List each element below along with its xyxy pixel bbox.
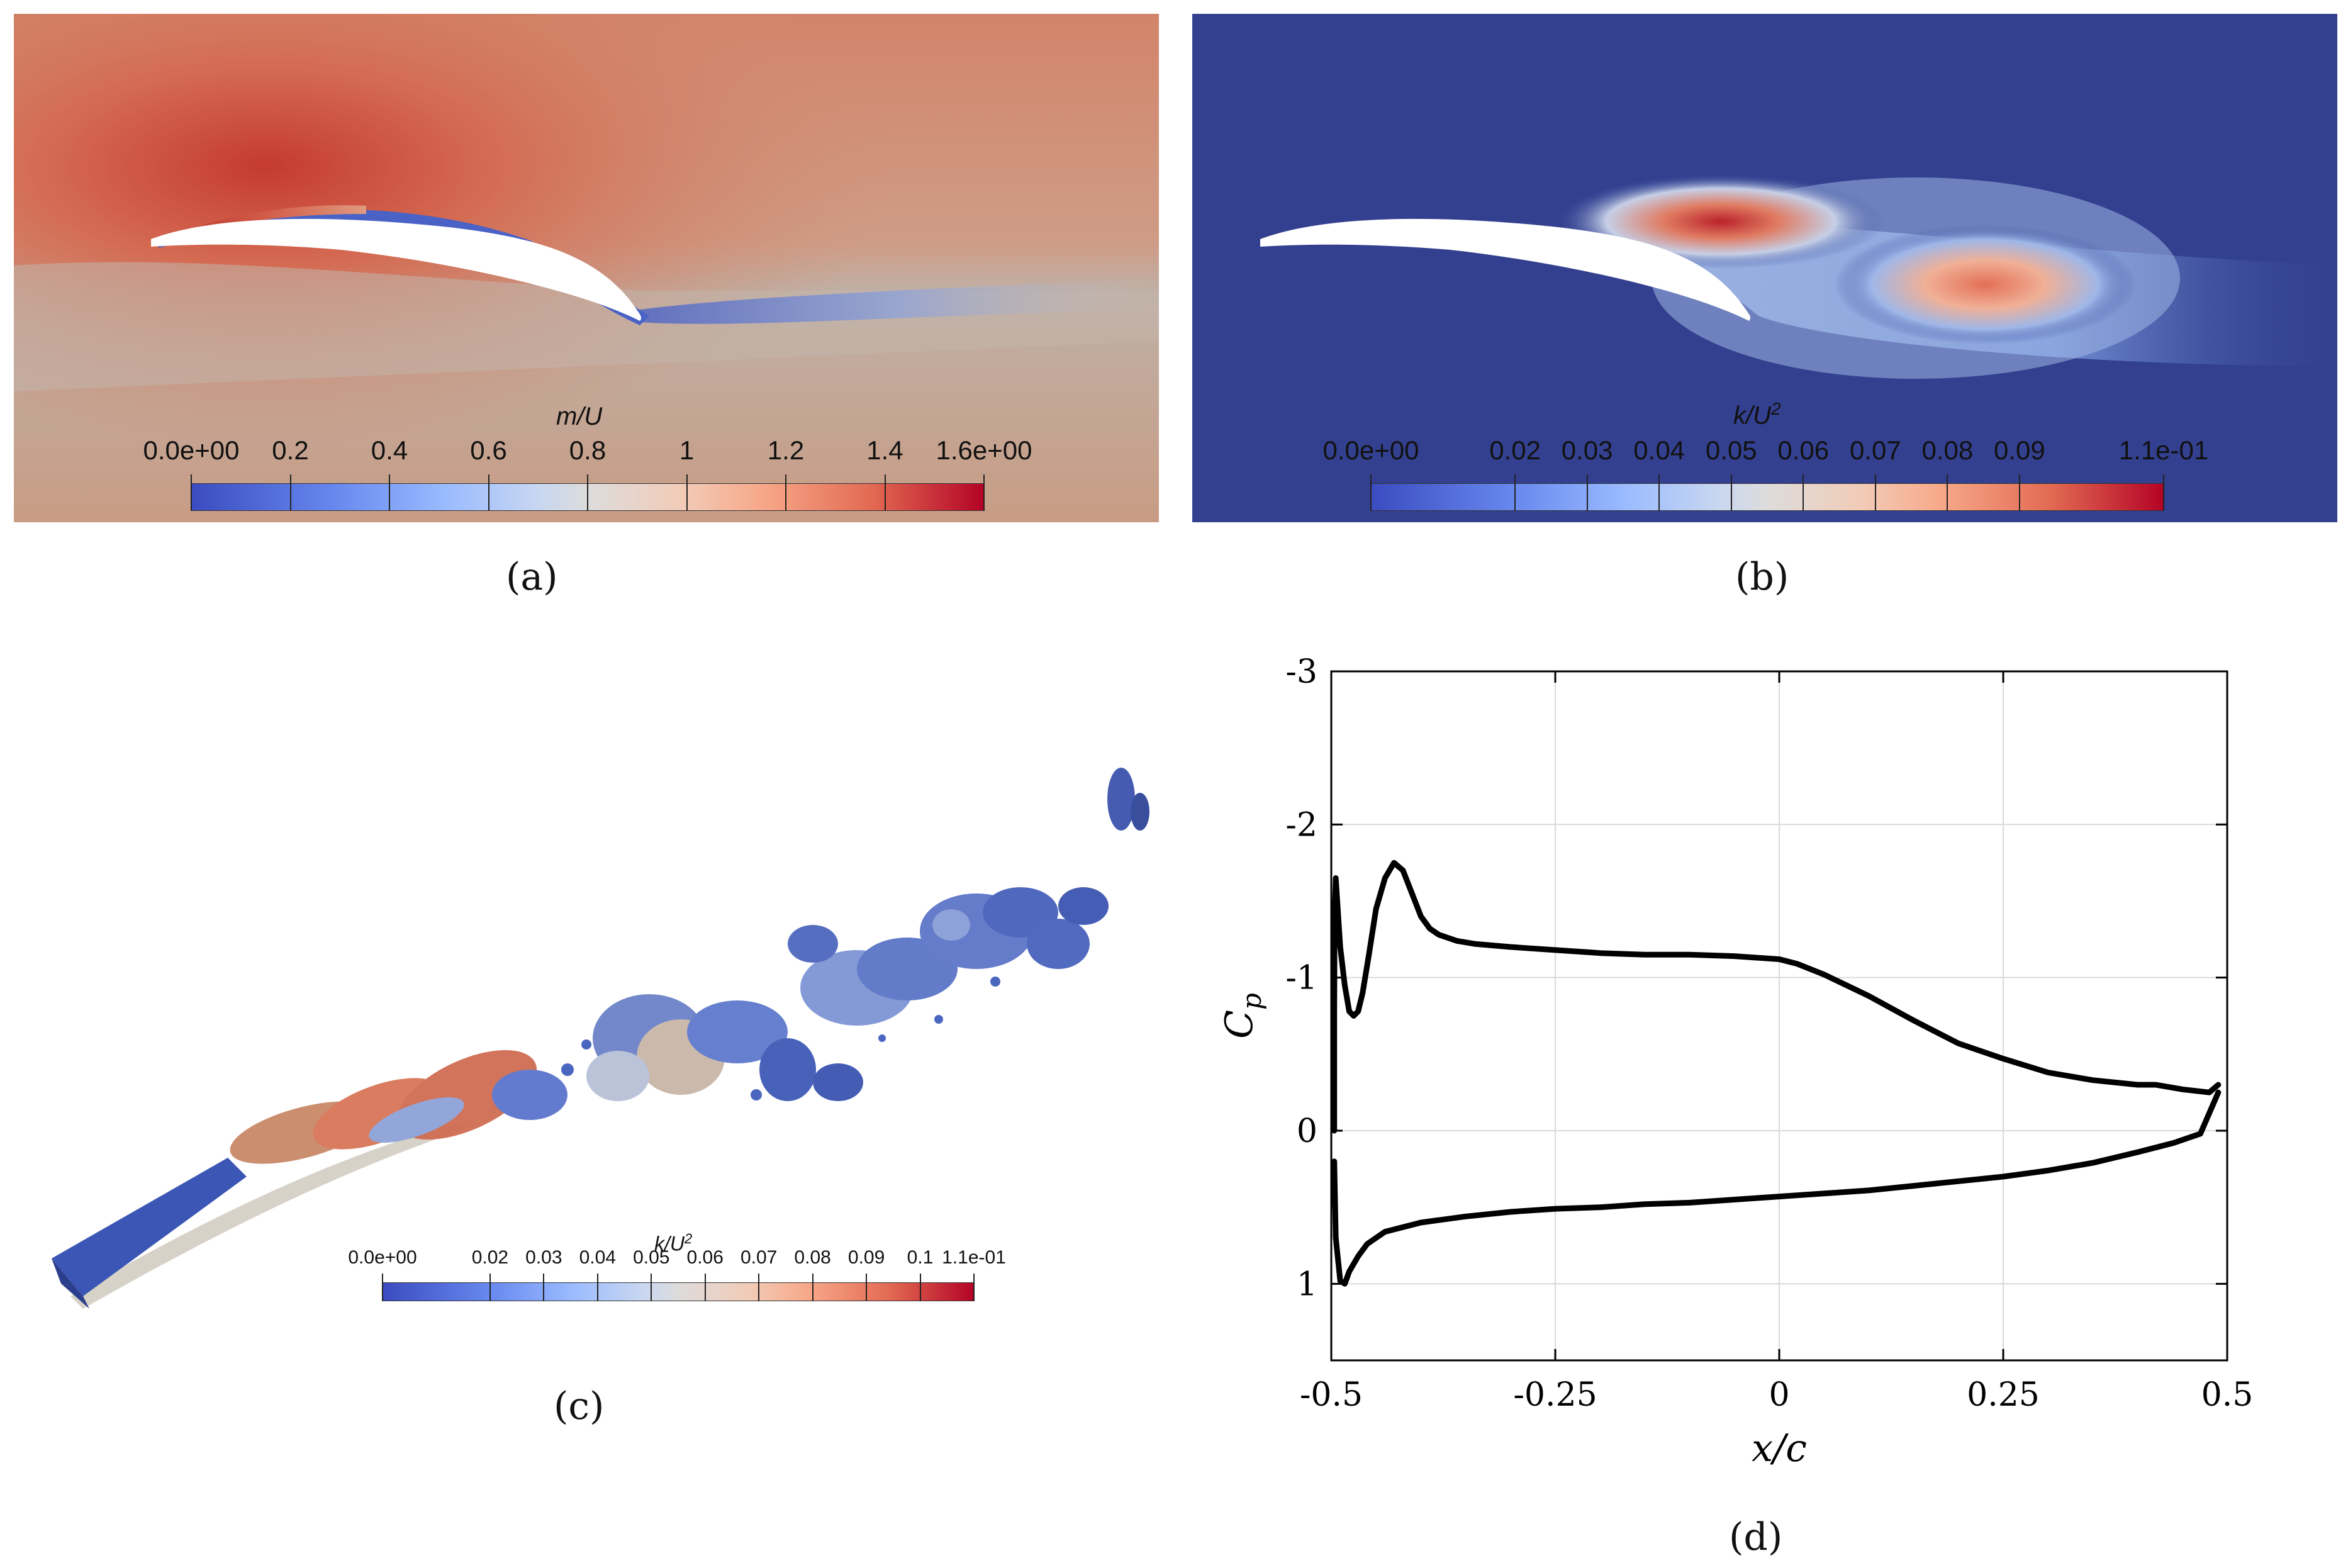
colorbar-tick-label: 1.2 [767, 435, 805, 465]
colorbar-tick-label: 0.03 [525, 1247, 562, 1268]
colorbar-tick-label: 1 [679, 435, 695, 465]
colorbar-tick-label: 0.04 [579, 1247, 617, 1268]
colorbar-tick-label: 0.02 [471, 1247, 509, 1268]
colorbar-tick-mark [1514, 474, 1516, 511]
colorbar-tick-label: 0.09 [847, 1247, 885, 1268]
colorbar-tick-mark [785, 474, 786, 511]
colorbar-tick-mark [1658, 474, 1660, 511]
colorbar-a-title: m/U [556, 403, 603, 430]
colorbar-tick-mark [812, 1274, 813, 1301]
x-axis-label: x/c [1752, 1426, 1807, 1470]
cp-series-line [1331, 1089, 2222, 1287]
chart-grid [1331, 671, 2227, 1360]
panel-a-velocity-contour: m/U 0.0e+00 0.2 0.4 0.6 0.8 1 1.2 1.4 1.6e+00 [14, 14, 1159, 522]
y-tick-label: -1 [1285, 960, 1317, 997]
colorbar-tick-label: 0.1 [907, 1247, 934, 1268]
colorbar-tick-mark [866, 1274, 868, 1301]
colorbar-tick-label: 0.09 [1994, 435, 2045, 465]
colorbar-tick-mark [686, 474, 688, 511]
colorbar-tick-mark [919, 1274, 921, 1301]
colorbar-b-bar [1371, 483, 2164, 511]
panel-c-vortex-isosurface: k/U2 0.0e+00 0.02 0.03 0.04 0.05 0.06 0.07 0.08… [14, 742, 1159, 1309]
y-tick-label: 0 [1297, 1112, 1317, 1150]
colorbar-tick-mark [1874, 474, 1876, 511]
colorbar-tick-mark [389, 474, 390, 511]
colorbar-tick-label: 0.07 [1849, 435, 1901, 465]
colorbar-tick-label: 0.2 [272, 435, 309, 465]
cp-series-line [1331, 860, 2222, 1134]
colorbar-tick-mark [884, 474, 886, 511]
caption-c: (c) [554, 1384, 605, 1428]
colorbar-tick-label: 0.4 [371, 435, 408, 465]
colorbar-tick-mark [587, 474, 588, 511]
colorbar-tick-label: 0.03 [1561, 435, 1613, 465]
colorbar-tick-label: 0.6 [470, 435, 507, 465]
colorbar-tick-label: 0.02 [1489, 435, 1541, 465]
y-tick-label: -2 [1285, 806, 1317, 844]
colorbar-tick-mark [704, 1274, 706, 1301]
colorbar-tick-mark [983, 474, 985, 511]
colorbar-tick-label: 0.0e+00 [348, 1247, 417, 1268]
colorbar-tick-mark [1803, 474, 1804, 511]
colorbar-c-bar [383, 1282, 974, 1301]
y-tick-label: 1 [1297, 1265, 1317, 1303]
colorbar-tick-mark [651, 1274, 652, 1301]
chart-ticks: -0.5 -0.25 0 0.25 0.5 -3 -2 -1 0 1 [1285, 653, 2253, 1414]
colorbar-tick-mark [489, 1274, 491, 1301]
colorbar-tick-mark [1370, 474, 1372, 511]
x-tick-label: -0.25 [1513, 1376, 1597, 1414]
colorbar-tick-label: 1.6e+00 [936, 435, 1032, 465]
tke-field-image [1192, 14, 2337, 522]
y-axis-label: Cp [1217, 993, 1267, 1039]
colorbar-tick-label: 0.06 [686, 1247, 724, 1268]
caption-a: (a) [506, 555, 558, 599]
x-tick-label: 0 [1769, 1376, 1789, 1414]
colorbar-c-title: k/U2 [654, 1231, 693, 1255]
colorbar-tick-label: 0.05 [633, 1247, 670, 1268]
colorbar-tick-label: 0.08 [794, 1247, 831, 1268]
colorbar-tick-mark [382, 1274, 383, 1301]
colorbar-tick-label: 1.1e-01 [2118, 435, 2209, 465]
x-tick-label: -0.5 [1300, 1376, 1363, 1414]
colorbar-tick-label: 0.08 [1921, 435, 1974, 465]
x-tick-label: 0.25 [1967, 1376, 2040, 1414]
colorbar-tick-label: 0.0e+00 [143, 435, 240, 465]
colorbar-tick-mark [596, 1274, 598, 1301]
caption-d: (d) [1729, 1515, 1783, 1559]
colorbar-tick-label: 0.06 [1777, 435, 1830, 465]
colorbar-tick-label: 1.1e-01 [942, 1247, 1006, 1268]
caption-b: (b) [1735, 555, 1789, 599]
colorbar-tick-mark [543, 1274, 545, 1301]
chart-series [1331, 860, 2222, 1287]
colorbar-tick-mark [2163, 474, 2164, 511]
x-tick-label: 0.5 [2201, 1376, 2254, 1414]
colorbar-tick-label: 0.07 [740, 1247, 778, 1268]
isosurface-render-image [52, 768, 1149, 1309]
colorbar-tick-label: 0.04 [1633, 435, 1686, 465]
y-tick-label: -3 [1285, 653, 1317, 691]
pressure-coefficient-chart: -0.5 -0.25 0 0.25 0.5 -3 -2 -1 0 1 x/c Cp [1217, 653, 2253, 1470]
colorbar-tick-mark [758, 1274, 760, 1301]
panel-b-tke-contour: k/U2 0.0e+00 0.02 0.03 0.04 0.05 0.06 0.07 0.08… [1192, 14, 2337, 522]
colorbar-tick-label: 1.4 [866, 435, 903, 465]
colorbar-tick-mark [191, 474, 192, 511]
colorbar-tick-mark [289, 474, 291, 511]
colorbar-tick-mark [1730, 474, 1732, 511]
colorbar-tick-label: 0.0e+00 [1322, 435, 1419, 465]
velocity-field-image [14, 14, 1159, 522]
colorbar-tick-mark [2018, 474, 2020, 511]
colorbar-tick-mark [973, 1274, 975, 1301]
colorbar-tick-label: 0.05 [1705, 435, 1757, 465]
colorbar-b-title: k/U2 [1733, 399, 1781, 430]
colorbar-tick-mark [488, 474, 489, 511]
colorbar-tick-mark [1947, 474, 1948, 511]
colorbar-tick-label: 0.8 [569, 435, 607, 465]
colorbar-tick-mark [1586, 474, 1588, 511]
